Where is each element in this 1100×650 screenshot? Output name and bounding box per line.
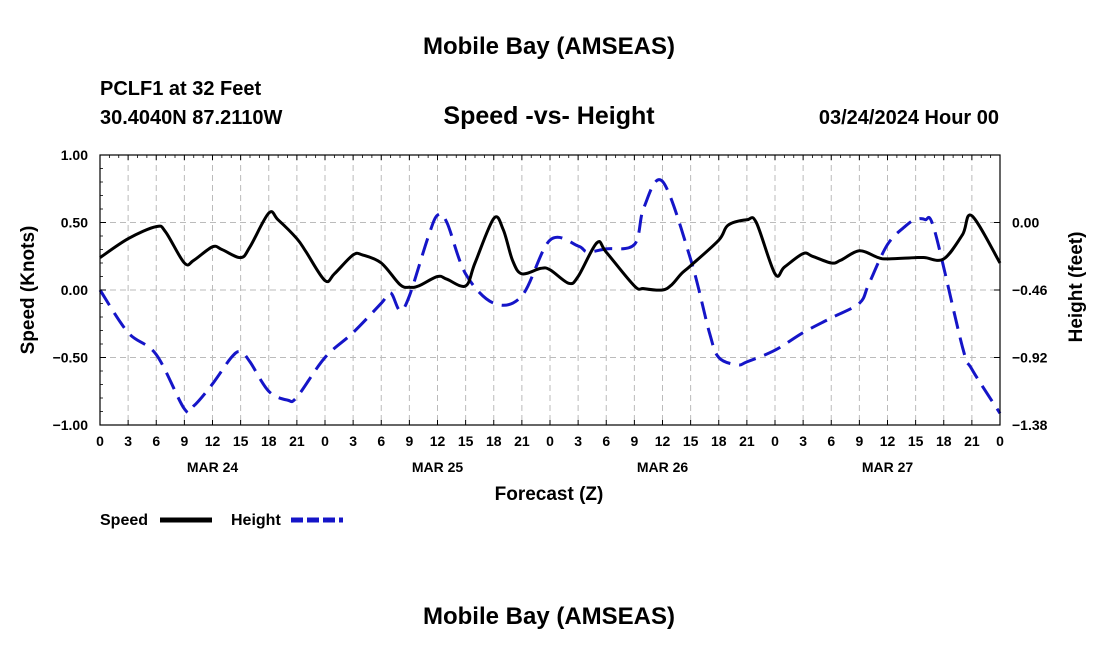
y-tick-label: 1.00: [61, 147, 88, 163]
day-label: MAR 25: [412, 459, 464, 475]
x-tick-label: 6: [152, 433, 160, 449]
forecast-date: 03/24/2024 Hour 00: [819, 107, 999, 129]
x-tick-label: 15: [233, 433, 249, 449]
day-label: MAR 24: [187, 459, 239, 475]
legend-label-height: Height: [231, 512, 281, 529]
y-axis-label: Speed (Knots): [18, 226, 39, 355]
footer-title: Mobile Bay (AMSEAS): [423, 603, 675, 630]
height-series-line: [98, 178, 1002, 415]
x-tick-label: 6: [377, 433, 385, 449]
x-tick-label: 9: [180, 433, 188, 449]
x-tick-label: 15: [908, 433, 924, 449]
page-title: Mobile Bay (AMSEAS): [423, 33, 675, 60]
y2-tick-label: −1.38: [1012, 417, 1048, 433]
axis-ticks: 0 3 6 9 12 15 18 21 0 3 6 9 12 15 18 21 0 3 6 9 12 15 18 21 0 3 6 9…: [53, 147, 1048, 475]
station-label: PCLF1 at 32 Feet: [100, 78, 262, 100]
x-tick-label: 18: [711, 433, 727, 449]
x-tick-label: 12: [430, 433, 446, 449]
day-label: MAR 27: [862, 459, 914, 475]
x-tick-label: 18: [486, 433, 502, 449]
legend-label-speed: Speed: [100, 512, 148, 529]
x-tick-label: 3: [124, 433, 132, 449]
station-coords: 30.4040N 87.2110W: [100, 107, 282, 129]
grid: [100, 155, 1000, 425]
chart-title: Speed -vs- Height: [443, 102, 655, 130]
x-tick-label: 12: [655, 433, 671, 449]
x-tick-label: 3: [574, 433, 582, 449]
x-tick-label: 3: [799, 433, 807, 449]
x-tick-label: 9: [405, 433, 413, 449]
x-tick-label: 18: [261, 433, 277, 449]
x-axis-label: Forecast (Z): [495, 484, 604, 505]
y-tick-label: −1.00: [53, 417, 89, 433]
x-tick-label: 21: [514, 433, 530, 449]
x-tick-label: 3: [349, 433, 357, 449]
x-tick-label: 12: [205, 433, 221, 449]
speed-series-line: [99, 210, 1002, 292]
x-tick-label: 15: [683, 433, 699, 449]
y2-tick-label: 0.00: [1012, 215, 1039, 231]
x-tick-label: 0: [96, 433, 104, 449]
legend: Speed Height: [100, 512, 343, 529]
x-tick-label: 6: [827, 433, 835, 449]
x-tick-label: 15: [458, 433, 474, 449]
x-tick-label: 0: [996, 433, 1004, 449]
x-tick-label: 18: [936, 433, 952, 449]
y-tick-label: 0.00: [61, 282, 88, 298]
y-tick-label: 0.50: [61, 215, 88, 231]
x-tick-label: 0: [546, 433, 554, 449]
x-tick-label: 6: [602, 433, 610, 449]
y2-axis-label: Height (feet): [1066, 232, 1087, 343]
y2-tick-label: −0.46: [1012, 282, 1048, 298]
x-tick-label: 9: [855, 433, 863, 449]
x-tick-label: 21: [739, 433, 755, 449]
day-label: MAR 26: [637, 459, 689, 475]
y2-tick-label: −0.92: [1012, 350, 1048, 366]
plot-area: [98, 178, 1002, 415]
x-tick-label: 9: [630, 433, 638, 449]
x-tick-label: 12: [880, 433, 896, 449]
y-tick-label: −0.50: [53, 350, 89, 366]
x-tick-label: 21: [289, 433, 305, 449]
x-tick-label: 21: [964, 433, 980, 449]
x-tick-label: 0: [321, 433, 329, 449]
x-tick-label: 0: [771, 433, 779, 449]
